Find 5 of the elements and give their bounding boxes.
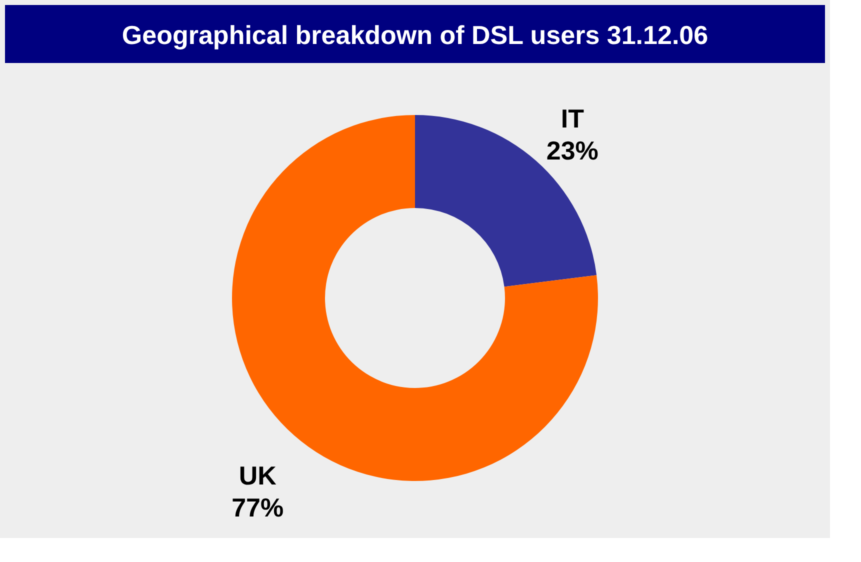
- slice-label: IT: [560, 103, 584, 134]
- chart-title: Geographical breakdown of DSL users 31.12.06: [122, 20, 708, 50]
- data-label: 23%: [546, 135, 598, 166]
- data-label: 77%: [232, 492, 284, 523]
- slice-label: UK: [238, 460, 277, 491]
